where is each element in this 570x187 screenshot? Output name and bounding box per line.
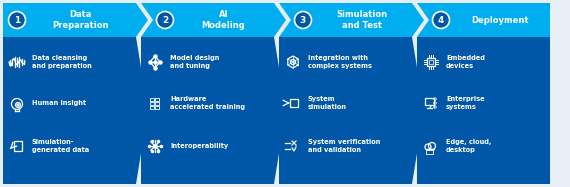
Bar (150, 98, 154, 101)
Text: Deployment: Deployment (471, 16, 528, 24)
Bar (155, 98, 159, 101)
Text: AI
Modeling: AI Modeling (202, 10, 245, 30)
Polygon shape (417, 3, 550, 37)
Bar (290, 99, 298, 107)
Polygon shape (3, 3, 148, 37)
Text: Simulation-
generated data: Simulation- generated data (32, 139, 89, 153)
Text: Data cleansing
and preparation: Data cleansing and preparation (32, 55, 92, 69)
Text: Embedded
devices: Embedded devices (446, 55, 485, 69)
Text: Data
Preparation: Data Preparation (52, 10, 109, 30)
Polygon shape (417, 37, 550, 184)
Circle shape (433, 11, 450, 28)
Text: 2: 2 (162, 16, 168, 24)
Bar (426, 150, 433, 154)
Text: System verification
and validation: System verification and validation (308, 139, 380, 153)
Circle shape (157, 11, 173, 28)
Polygon shape (141, 3, 286, 37)
Polygon shape (141, 37, 286, 184)
Text: Simulation
and Test: Simulation and Test (336, 10, 387, 30)
Bar (150, 102, 154, 105)
Polygon shape (279, 3, 424, 37)
Bar (155, 102, 159, 105)
Text: 1: 1 (14, 16, 20, 24)
Text: Integration with
complex systems: Integration with complex systems (308, 55, 372, 69)
Text: Human insight: Human insight (32, 100, 86, 106)
Text: Interoperability: Interoperability (170, 143, 228, 149)
Text: Enterprise
systems: Enterprise systems (446, 96, 484, 110)
Bar (427, 58, 435, 66)
Text: 4: 4 (438, 16, 444, 24)
Circle shape (295, 11, 311, 28)
Text: System
simulation: System simulation (308, 96, 347, 110)
Polygon shape (279, 37, 424, 184)
Text: Hardware
accelerated training: Hardware accelerated training (170, 96, 245, 110)
Text: Model design
and tuning: Model design and tuning (170, 55, 219, 69)
Bar (425, 98, 434, 105)
Bar (429, 60, 433, 64)
Text: Edge, cloud,
desktop: Edge, cloud, desktop (446, 139, 491, 153)
Bar (155, 106, 159, 109)
Bar (14, 141, 22, 151)
Circle shape (9, 11, 26, 28)
Bar (150, 106, 154, 109)
Polygon shape (3, 37, 148, 184)
Text: 3: 3 (300, 16, 306, 24)
